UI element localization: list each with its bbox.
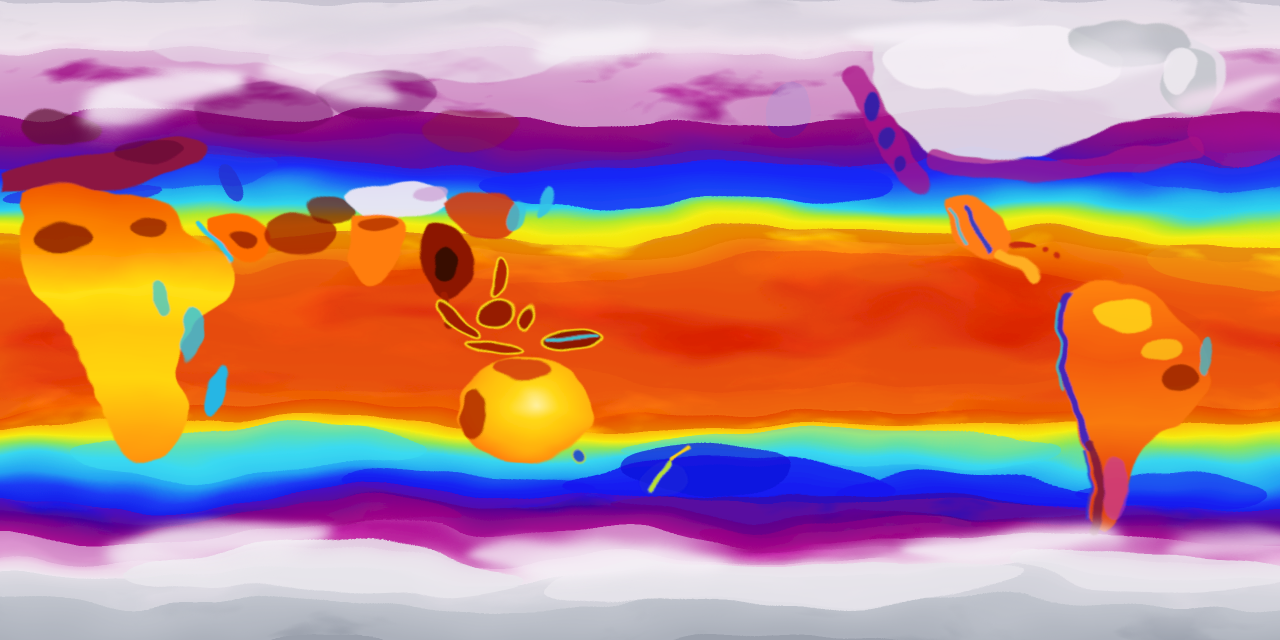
china-landmass (440, 191, 524, 238)
sahara-hot-anomaly-east (128, 215, 172, 235)
borneo-island (480, 298, 514, 326)
southern-storm-swirl-central (470, 536, 730, 576)
na-south-rim-magenta-fringe (929, 135, 1201, 183)
cuba-island (1008, 244, 1036, 252)
arctic-haze-band (240, 4, 1040, 32)
australia-west-coast-hot-dark (465, 390, 489, 442)
cascades-cold-ridge (896, 156, 908, 176)
patagonia-andes-dark-ridge (1086, 440, 1102, 534)
philippines-island-chain (488, 257, 506, 297)
brazil-hot-dark-anomaly (1160, 367, 1196, 393)
himalaya-lavender-fringe (414, 187, 446, 203)
patagonia-magenta-interior (1100, 462, 1124, 514)
sumatra-island (437, 302, 481, 338)
southern-storm-swirl-west (100, 530, 320, 566)
central-asia-hot-dark (304, 196, 356, 224)
bc-coast-cold-ridge (879, 128, 893, 152)
alaska-coast-cold-ridge (864, 92, 880, 124)
madagascar-cool-island (208, 364, 230, 416)
andes-cold-mountain-stripe (1058, 288, 1094, 454)
amazon-warm-yellow-patch (1094, 301, 1154, 331)
japan-cool-arc (541, 187, 557, 219)
patagonia-west-cold-flank (1082, 450, 1091, 516)
sierra-madre-cold-ridge (959, 203, 993, 253)
iran-plateau-hot-dark (266, 215, 334, 255)
red-sea-cool-sliver (199, 219, 231, 265)
new-zealand-cold-waters (638, 464, 690, 496)
baja-california-cool-strip (944, 204, 966, 242)
southern-ocean-navy-core (610, 446, 790, 494)
north-pacific-cold-band (480, 148, 900, 208)
arabia-hot-anomaly (231, 231, 259, 249)
canadian-arctic-cold-mass (850, 17, 1020, 59)
mongolia-dark-patch (420, 110, 520, 150)
africa-landmass (17, 183, 237, 461)
siberian-cold-swirl (260, 54, 400, 90)
india-north-hot-dark (355, 217, 395, 233)
amazon-east-yellow-patch (1142, 339, 1182, 361)
europe-dark-anomaly-west (20, 114, 100, 146)
storm-swirl-layer (76, 4, 1280, 576)
java-island-chain (460, 339, 530, 357)
baffin-cold-swirl (1060, 38, 1180, 72)
greenland-sea-pink-swirl (1181, 73, 1279, 111)
new-guinea-cool-ridge (548, 332, 598, 340)
hispaniola-island (1043, 251, 1049, 257)
tasmania-cool-island (571, 448, 585, 464)
east-siberia-cold-swirl (540, 31, 660, 69)
new-guinea-island (544, 325, 602, 351)
brazil-coast-cool-specks (1198, 340, 1212, 380)
east-african-rift-cool-highlands (178, 302, 202, 358)
greenland-white-rim (1162, 50, 1194, 90)
australia-north-hot (493, 361, 553, 379)
central-america-isthmus (995, 249, 1045, 283)
caspian-cool-water (227, 169, 247, 203)
china-coast-cool-patch (510, 201, 530, 229)
southern-storm-swirl-east (890, 522, 1130, 558)
new-zealand-south-island (647, 463, 675, 491)
australia-landmass (461, 358, 592, 463)
southern-storm-swirl-atlantic (1170, 534, 1280, 562)
indochina-hottest-core (433, 244, 455, 280)
sulawesi-island (517, 306, 535, 330)
europe-dark-anomaly-east (114, 136, 186, 164)
ethiopian-highlands-cool (152, 286, 168, 314)
peru-coast-cool-fringe (1056, 298, 1065, 390)
new-zealand-north-island (672, 448, 692, 464)
sahara-hot-anomaly-west (30, 228, 90, 252)
north-atlantic-storm-swirl (76, 71, 244, 125)
puerto-rico-island (1055, 255, 1061, 261)
southern-ocean-blue-atlantic (1090, 462, 1270, 498)
